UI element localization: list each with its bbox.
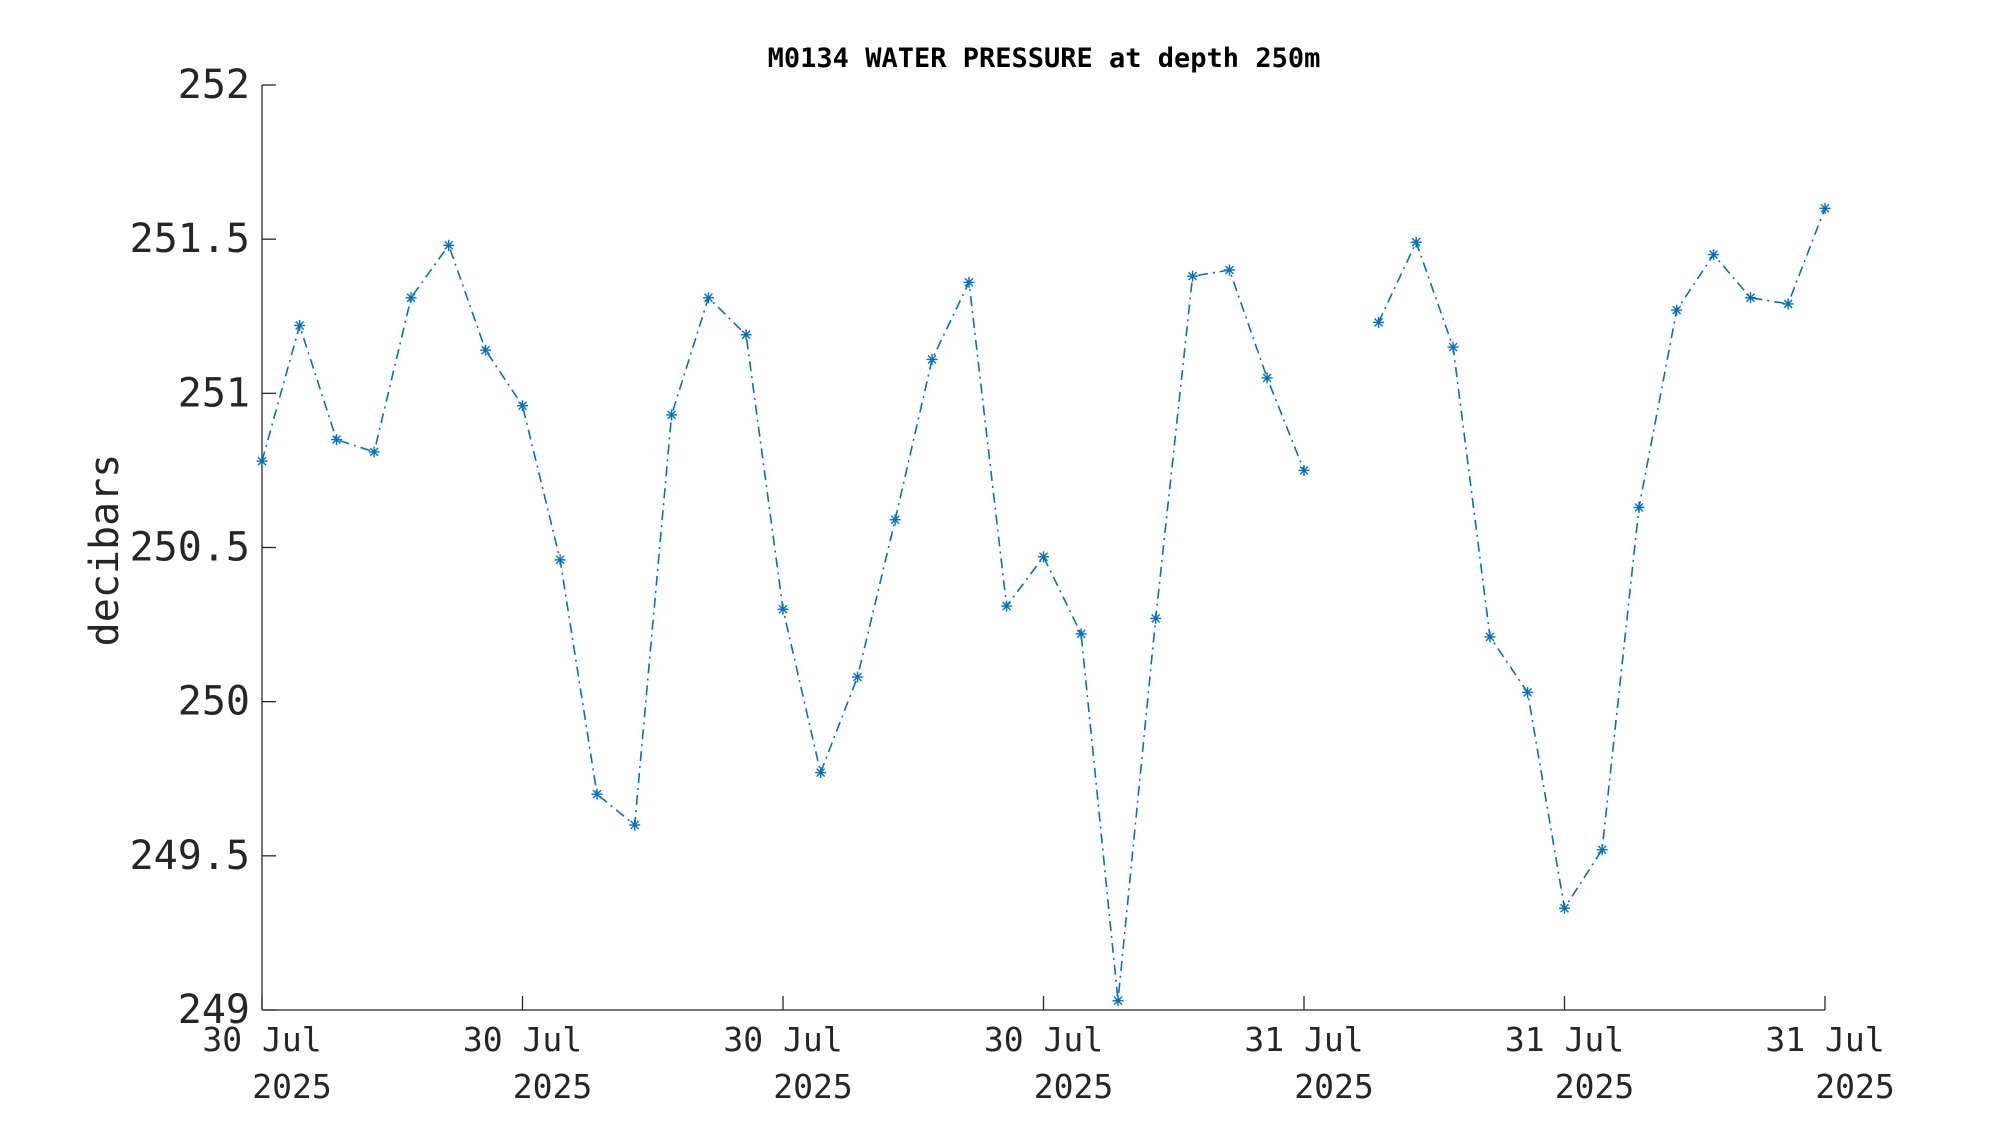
data-point-marker — [1150, 612, 1162, 624]
y-tick-label: 250.5 — [130, 525, 250, 571]
data-point-marker — [1112, 995, 1124, 1007]
y-ticks: 249 249.5 250 250.5 251 251.5 252 — [130, 62, 276, 1033]
data-point-marker — [591, 788, 603, 800]
y-tick-label: 250 — [178, 679, 250, 725]
y-tick-label: 249 — [178, 987, 250, 1033]
data-point-marker — [1596, 844, 1608, 856]
data-point-marker — [1671, 304, 1683, 316]
data-point-marker — [554, 554, 566, 566]
chart-title: M0134 WATER PRESSURE at depth 250m — [768, 43, 1321, 74]
data-point-marker — [256, 455, 268, 467]
x-tick-label-year: 2025 — [1294, 1067, 1373, 1106]
series-markers — [256, 202, 1831, 1007]
data-point-marker — [443, 239, 455, 251]
x-tick-label-year: 2025 — [1815, 1067, 1894, 1106]
x-tick-label-date: 30 Jul — [723, 1020, 842, 1059]
x-tick-label-date: 30 Jul — [463, 1020, 582, 1059]
data-point-marker — [666, 409, 678, 421]
data-point-marker — [1447, 341, 1459, 353]
x-tick-label-year: 2025 — [513, 1067, 592, 1106]
data-point-marker — [1261, 372, 1273, 384]
data-point-marker — [777, 603, 789, 615]
y-tick-label: 251 — [178, 370, 250, 416]
data-point-marker — [1484, 631, 1496, 643]
data-point-marker — [1410, 236, 1422, 248]
x-tick-label-year: 2025 — [773, 1067, 852, 1106]
data-point-marker — [740, 329, 752, 341]
data-point-marker — [926, 353, 938, 365]
data-point-marker — [1819, 202, 1831, 214]
data-point-marker — [1708, 249, 1720, 261]
x-tick-label-date: 31 Jul — [1505, 1020, 1624, 1059]
data-point-marker — [368, 446, 380, 458]
data-point-marker — [1522, 686, 1534, 698]
y-tick-label: 249.5 — [130, 833, 250, 879]
data-point-marker — [963, 276, 975, 288]
data-point-marker — [517, 400, 528, 412]
x-tick-label-date: 31 Jul — [1244, 1020, 1363, 1059]
data-point-marker — [629, 819, 641, 831]
data-point-marker — [889, 514, 901, 526]
data-point-marker — [1633, 501, 1645, 513]
x-tick-label-year: 2025 — [252, 1067, 331, 1106]
data-point-marker — [1075, 628, 1087, 640]
data-point-marker — [1001, 600, 1013, 612]
y-axis-label: decibars — [82, 454, 128, 647]
data-point-marker — [405, 292, 417, 304]
x-ticks: 30 Jul 2025 30 Jul 2025 30 Jul 2025 30 Jul 2025… — [202, 996, 1895, 1106]
data-point-marker — [294, 320, 306, 331]
data-point-marker — [1373, 316, 1385, 328]
data-point-marker — [1559, 902, 1570, 914]
data-point-marker — [815, 767, 827, 779]
series-line — [261, 208, 1826, 1001]
x-tick-label-year: 2025 — [1555, 1067, 1634, 1106]
x-tick-label-date: 31 Jul — [1765, 1020, 1884, 1059]
data-point-marker — [1744, 292, 1756, 304]
data-point-marker — [1038, 551, 1049, 563]
x-tick-label-date: 30 Jul — [202, 1020, 321, 1059]
data-point-marker — [852, 671, 864, 683]
x-tick-label-date: 30 Jul — [984, 1020, 1103, 1059]
data-point-marker — [1187, 270, 1199, 282]
data-point-marker — [1223, 264, 1235, 276]
data-point-marker — [480, 344, 492, 356]
data-point-marker — [1298, 464, 1310, 476]
y-tick-label: 252 — [178, 62, 250, 108]
data-point-marker — [331, 434, 343, 446]
x-tick-label-year: 2025 — [1034, 1067, 1113, 1106]
data-point-marker — [1782, 298, 1794, 310]
data-point-marker — [702, 292, 714, 304]
y-tick-label: 251.5 — [130, 216, 250, 262]
